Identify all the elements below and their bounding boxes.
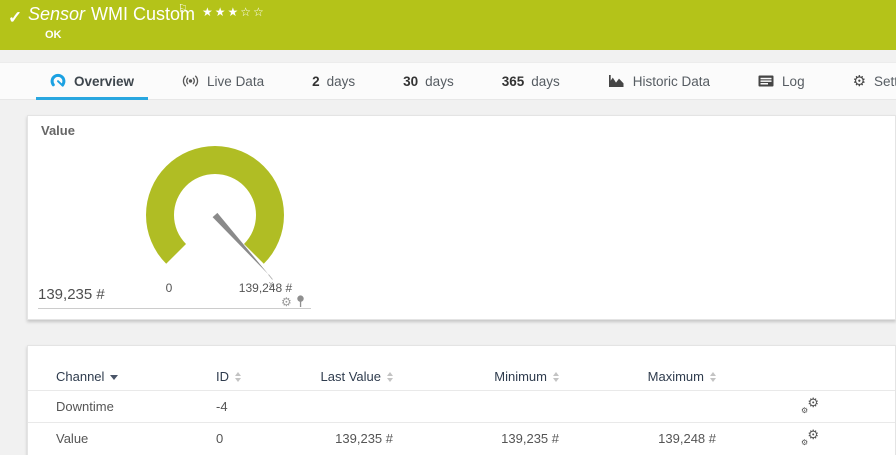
gauge-needle-tip: [268, 274, 273, 280]
gauge-divider: [38, 308, 311, 309]
tab-label: Log: [782, 73, 805, 89]
flag-icon[interactable]: ⚐: [178, 3, 188, 15]
tab-label: Overview: [74, 73, 135, 89]
channel-settings-icon[interactable]: ⚙ ⚙: [801, 395, 819, 415]
channel-settings-icon[interactable]: ⚙ ⚙: [801, 427, 819, 447]
cell-id: 0: [216, 431, 224, 446]
sort-icon: [553, 371, 559, 382]
channels-table: Channel ID Last Value Minimum Maximum: [28, 363, 895, 454]
header-label: Channel: [56, 369, 105, 384]
tab-30-days[interactable]: 30 days: [389, 63, 468, 99]
sensor-name: WMI Custom: [91, 4, 196, 24]
tab-365-days[interactable]: 365 days: [488, 63, 574, 99]
gauge-arc: [146, 146, 284, 264]
tab-historic-data[interactable]: Historic Data: [594, 63, 724, 99]
gauge-current-value: 139,235 #: [38, 286, 105, 303]
header-label: Maximum: [647, 369, 704, 384]
tab-label: days: [425, 73, 454, 89]
tab-label: Historic Data: [632, 73, 711, 89]
needle-marker: x: [269, 279, 274, 289]
gauge-settings-icon[interactable]: ⚙: [281, 294, 292, 309]
cell-channel: Downtime: [56, 399, 114, 414]
tab-overview[interactable]: Overview: [36, 63, 149, 100]
gauge-max-label: 139,248 #: [238, 281, 293, 295]
gauge-icon: [50, 73, 66, 89]
gear-icon-small: ⚙: [801, 438, 809, 447]
tab-label: Settings: [874, 73, 896, 89]
pin-icon[interactable]: [296, 295, 305, 308]
tab-day-count: 365: [501, 73, 525, 89]
area-chart-icon: [608, 74, 625, 88]
tab-label: days: [326, 73, 356, 89]
priority-stars[interactable]: ★★★☆☆: [202, 5, 266, 19]
tab-day-count: 2: [312, 73, 320, 89]
gear-icon: ⚙: [852, 72, 867, 90]
value-gauge: x: [146, 146, 284, 289]
header-label: Minimum: [494, 369, 547, 384]
channels-panel: Channel ID Last Value Minimum Maximum: [27, 345, 896, 455]
tab-bar: Overview Live Data 2 days 30 days 365 da…: [0, 62, 896, 100]
tab-log[interactable]: Log: [744, 63, 819, 99]
cell-maximum: 139,248 #: [658, 431, 716, 446]
table-header-row: Channel ID Last Value Minimum Maximum: [28, 363, 895, 390]
gauge-toolbar: ⚙: [281, 295, 305, 308]
sensor-header: ✓ Sensor WMI Custom ⚐ ★★★☆☆ OK: [0, 0, 896, 50]
sort-icon: [235, 371, 241, 382]
tab-label: Live Data: [207, 73, 265, 89]
column-header-last-value[interactable]: Last Value: [276, 369, 393, 384]
gear-icon-small: ⚙: [801, 406, 809, 415]
column-header-id[interactable]: ID: [216, 369, 276, 384]
header-label: ID: [216, 369, 229, 384]
tab-2-days[interactable]: 2 days: [298, 63, 369, 99]
gauge-needle: [212, 212, 269, 275]
tab-settings[interactable]: ⚙ Settings: [839, 63, 896, 99]
header-label: Last Value: [320, 369, 381, 384]
gear-icon: ⚙: [807, 427, 819, 442]
column-header-minimum[interactable]: Minimum: [393, 369, 559, 384]
tab-day-count: 30: [403, 73, 419, 89]
live-data-icon: [182, 74, 199, 88]
sort-icon: [387, 371, 393, 382]
sort-icon: [710, 371, 716, 382]
gauge-panel-title: Value: [41, 123, 75, 138]
tab-live-data[interactable]: Live Data: [168, 63, 278, 99]
sort-desc-icon: [110, 375, 119, 380]
cell-id: -4: [216, 399, 228, 414]
status-badge: OK: [45, 29, 62, 41]
status-ok-check-icon: ✓: [8, 8, 23, 27]
tab-label: days: [531, 73, 560, 89]
sensor-type-label: Sensor: [28, 4, 86, 24]
column-header-channel[interactable]: Channel: [56, 369, 216, 384]
gauge-min-label: 0: [165, 281, 173, 295]
gear-icon: ⚙: [807, 395, 819, 410]
page-title: Sensor WMI Custom: [28, 4, 195, 25]
log-list-icon: [758, 75, 774, 87]
cell-minimum: 139,235 #: [501, 431, 559, 446]
cell-last-value: 139,235 #: [335, 431, 393, 446]
gauge-panel: Value x 0 139,248 # ⚙ 139,235 #: [27, 115, 896, 320]
cell-channel: Value: [56, 431, 89, 446]
table-row-value: Value 0 139,235 # 139,235 # 139,248 # ⚙ …: [28, 422, 895, 454]
table-row-downtime: Downtime -4 ⚙ ⚙: [28, 390, 895, 422]
column-header-maximum[interactable]: Maximum: [559, 369, 716, 384]
